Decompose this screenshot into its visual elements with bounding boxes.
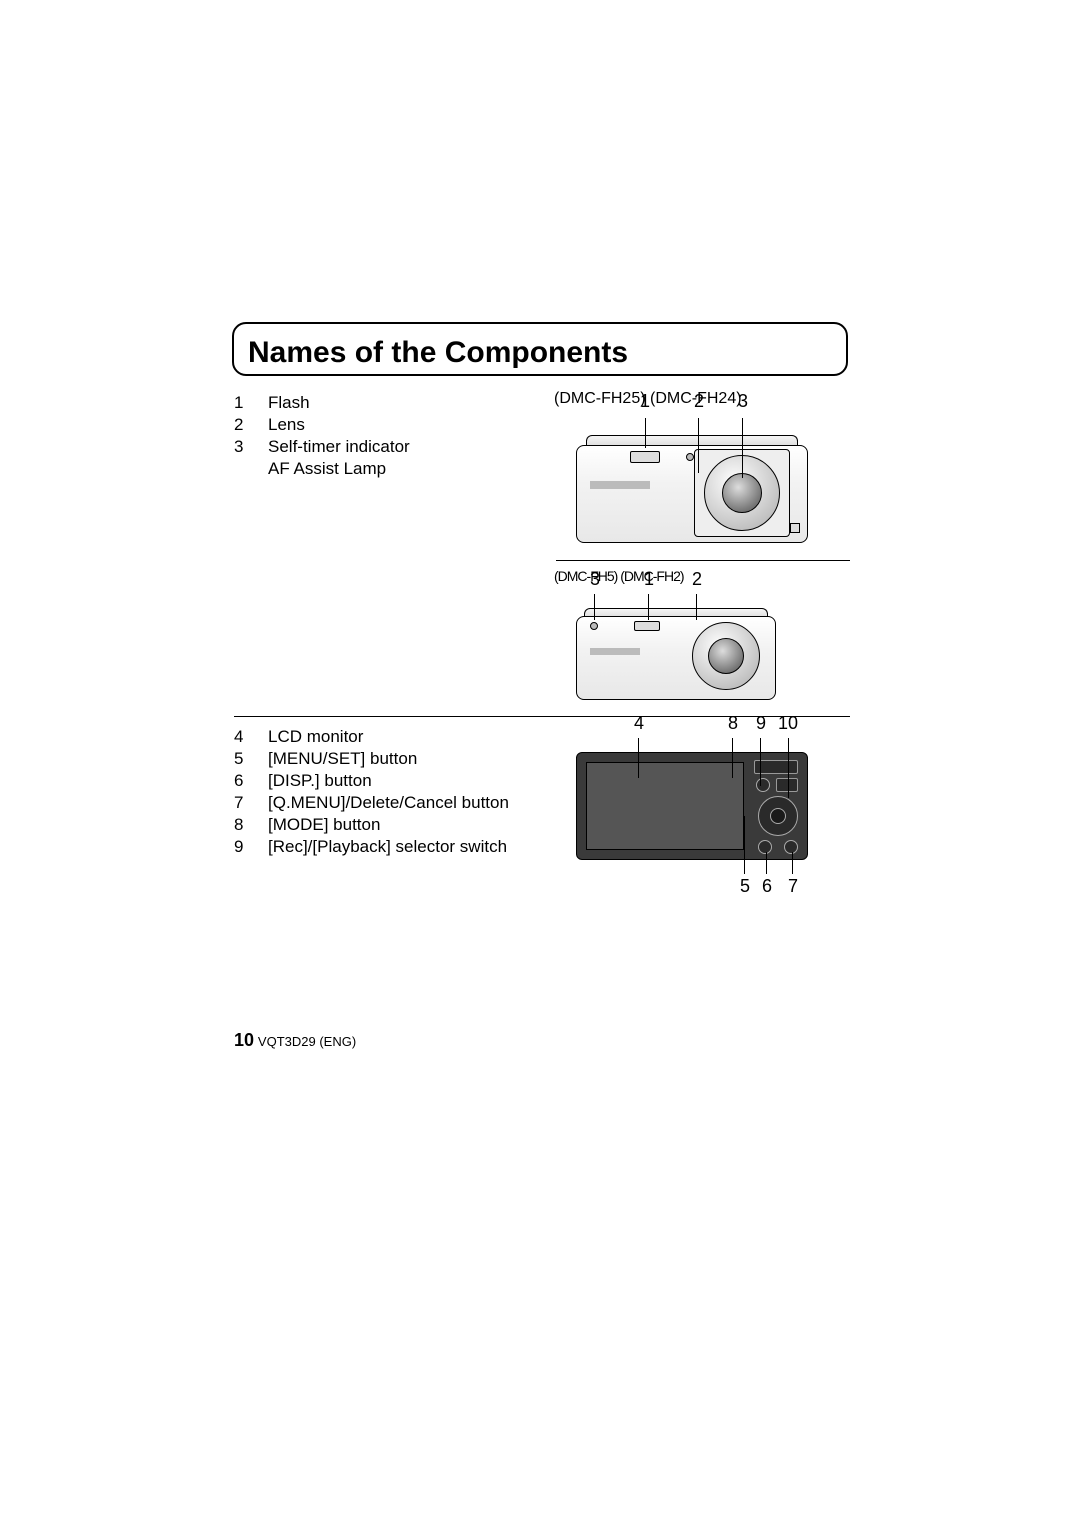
camera-back	[576, 752, 808, 860]
list-number: 3	[234, 436, 268, 480]
list-number: 8	[234, 814, 268, 836]
list-label: Self-timer indicator AF Assist Lamp	[268, 436, 410, 480]
callout-number: 1	[644, 569, 654, 590]
list-label: [MODE] button	[268, 814, 380, 836]
callout-number: 10	[778, 713, 798, 734]
callout-number: 5	[740, 876, 750, 897]
list-number: 4	[234, 726, 268, 748]
list-item: 8 [MODE] button	[234, 814, 509, 836]
list-number: 2	[234, 414, 268, 436]
list-item: 2 Lens	[234, 414, 410, 436]
list-number: 9	[234, 836, 268, 858]
list-label: Flash	[268, 392, 310, 414]
callout-number: 1	[640, 391, 650, 412]
callout-number: 9	[756, 713, 766, 734]
list-number: 5	[234, 748, 268, 770]
list-label: [Q.MENU]/Delete/Cancel button	[268, 792, 509, 814]
back-components-list: 4 LCD monitor 5 [MENU/SET] button 6 [DIS…	[234, 726, 509, 858]
list-label: [Rec]/[Playback] selector switch	[268, 836, 507, 858]
list-item: 7 [Q.MENU]/Delete/Cancel button	[234, 792, 509, 814]
callout-number: 4	[634, 713, 644, 734]
divider	[556, 560, 850, 561]
list-item: 4 LCD monitor	[234, 726, 509, 748]
section-title: Names of the Components	[248, 336, 628, 370]
doc-code: VQT3D29 (ENG)	[258, 1034, 356, 1049]
callout-number: 2	[694, 391, 704, 412]
list-item: 3 Self-timer indicator AF Assist Lamp	[234, 436, 410, 480]
list-label: Lens	[268, 414, 305, 436]
section-title-box: Names of the Components	[232, 322, 848, 376]
page-footer: 10 VQT3D29 (ENG)	[234, 1030, 356, 1051]
callout-number: 6	[762, 876, 772, 897]
callout-number: 2	[692, 569, 702, 590]
camera-front-1	[576, 435, 808, 543]
list-number: 6	[234, 770, 268, 792]
callout-number: 7	[788, 876, 798, 897]
list-label: [MENU/SET] button	[268, 748, 417, 770]
list-label: [DISP.] button	[268, 770, 372, 792]
model-label-b: (DMC-FH5) (DMC-FH2)	[554, 568, 684, 584]
camera-front-2	[576, 608, 776, 700]
list-number: 1	[234, 392, 268, 414]
list-number: 7	[234, 792, 268, 814]
callout-number: 3	[590, 569, 600, 590]
list-label: LCD monitor	[268, 726, 363, 748]
list-item: 6 [DISP.] button	[234, 770, 509, 792]
front-components-list: 1 Flash 2 Lens 3 Self-timer indicator AF…	[234, 392, 410, 480]
callout-number: 8	[728, 713, 738, 734]
page-number: 10	[234, 1030, 254, 1050]
callout-number: 3	[738, 391, 748, 412]
list-item: 5 [MENU/SET] button	[234, 748, 509, 770]
list-item: 9 [Rec]/[Playback] selector switch	[234, 836, 509, 858]
list-item: 1 Flash	[234, 392, 410, 414]
